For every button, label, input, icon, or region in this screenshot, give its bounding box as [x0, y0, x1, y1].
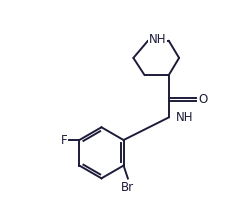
Text: O: O	[198, 93, 208, 106]
Text: NH: NH	[176, 112, 193, 125]
Text: NH: NH	[149, 33, 166, 46]
Text: F: F	[61, 134, 68, 146]
Text: Br: Br	[121, 181, 134, 194]
